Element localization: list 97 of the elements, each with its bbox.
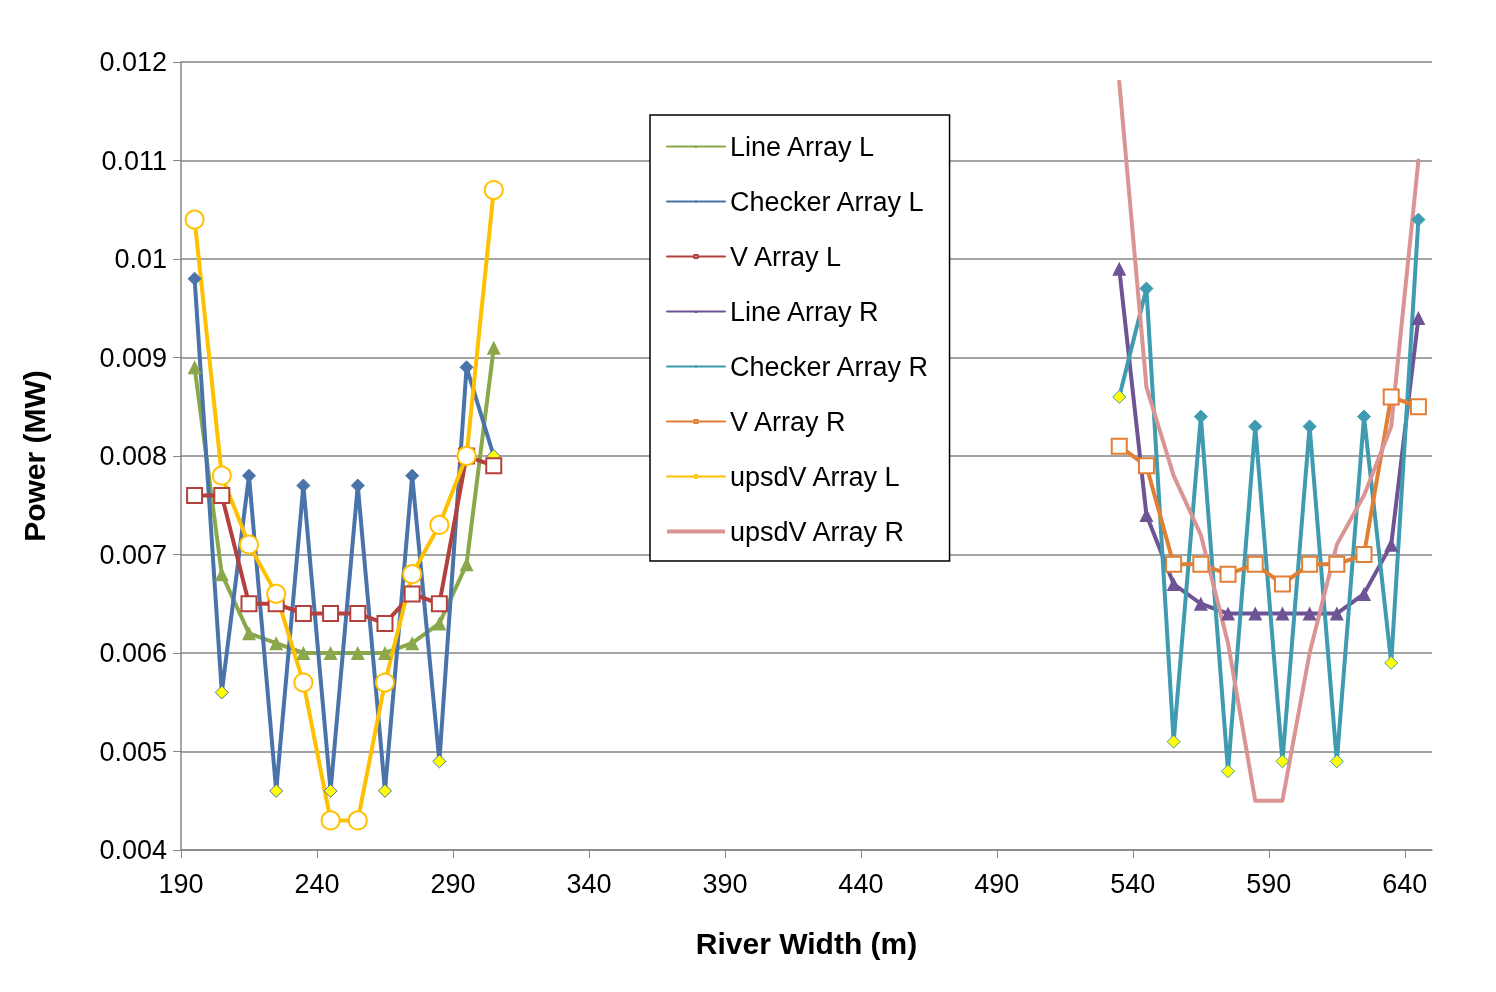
point: [296, 478, 311, 493]
point: [1219, 565, 1237, 583]
line-series: [1117, 79, 1421, 803]
legend-label: V Array R: [730, 406, 846, 437]
point: [1137, 457, 1155, 475]
point: [1328, 555, 1346, 573]
point: [1221, 606, 1236, 621]
y-tick-label: 0.007: [99, 539, 167, 570]
y-tick-label: 0.004: [99, 835, 167, 865]
point: [293, 672, 314, 693]
point: [429, 514, 450, 535]
point: [186, 486, 204, 504]
point: [1139, 508, 1154, 523]
x-tick-label: 590: [1246, 868, 1292, 899]
point: [1192, 555, 1210, 573]
y-tick-label: 0.012: [99, 47, 167, 77]
point: [1246, 555, 1264, 573]
x-tick-label: 540: [1110, 868, 1156, 899]
point: [1357, 586, 1372, 601]
point: [294, 605, 312, 623]
point: [241, 626, 256, 641]
point: [1411, 212, 1426, 227]
x-tick-label: 290: [430, 868, 476, 899]
point: [483, 180, 504, 201]
point: [1302, 606, 1317, 621]
x-tick-label: 640: [1382, 868, 1428, 899]
y-axis-title: Power (MW): [17, 370, 51, 542]
point: [1357, 409, 1372, 424]
point: [1248, 419, 1263, 434]
point: [1411, 311, 1426, 326]
point: [405, 636, 420, 651]
point: [350, 646, 365, 660]
point: [1166, 577, 1181, 592]
point: [1329, 606, 1344, 621]
y-tick-label: 0.011: [101, 145, 167, 176]
y-tick-label: 0.009: [99, 342, 167, 373]
point: [323, 646, 338, 660]
point: [1112, 261, 1127, 276]
point: [296, 646, 311, 660]
legend-label: upsdV Array L: [730, 461, 900, 492]
x-tick-label: 340: [566, 868, 612, 899]
point: [374, 672, 395, 693]
point: [486, 340, 501, 355]
point: [241, 468, 256, 483]
point: [1302, 419, 1317, 434]
point: [266, 583, 287, 604]
point: [1193, 596, 1208, 611]
legend-label: Checker Array L: [730, 186, 924, 217]
point: [350, 478, 365, 493]
y-tick-label: 0.008: [99, 441, 167, 471]
point: [1273, 575, 1291, 593]
point: [459, 360, 474, 375]
point: [402, 564, 423, 585]
point: [1248, 606, 1263, 621]
y-tick-label: 0.006: [99, 638, 167, 668]
point: [213, 486, 231, 504]
point: [1409, 398, 1427, 416]
point: [403, 585, 421, 603]
legend-label: upsdV Array R: [730, 516, 905, 547]
point: [405, 468, 420, 483]
point: [1165, 555, 1183, 573]
legend-label: V Array L: [730, 241, 842, 272]
point: [269, 636, 284, 651]
point: [459, 557, 474, 572]
point: [322, 605, 340, 623]
y-tick-label: 0.01: [114, 244, 167, 274]
point: [349, 605, 367, 623]
point: [320, 810, 341, 831]
legend-label: Checker Array R: [730, 351, 929, 382]
point: [1193, 409, 1208, 424]
point: [1355, 546, 1373, 563]
point: [211, 465, 232, 486]
legend-label: Line Array R: [730, 296, 879, 327]
point: [377, 646, 392, 660]
x-tick-label: 490: [974, 868, 1020, 899]
x-tick-label: 390: [702, 868, 748, 899]
point: [1139, 281, 1154, 296]
point: [1110, 437, 1128, 455]
point: [239, 534, 259, 555]
point: [184, 209, 205, 230]
x-tick-label: 190: [158, 868, 204, 899]
point: [187, 271, 202, 286]
point: [1301, 555, 1319, 573]
point: [376, 614, 394, 632]
point: [485, 457, 503, 475]
point: [1275, 606, 1290, 621]
point: [187, 360, 202, 375]
point: [430, 595, 448, 613]
legend-label: Line Array L: [730, 131, 875, 162]
x-tick-label: 440: [838, 868, 884, 899]
point: [240, 595, 258, 613]
point: [1382, 388, 1400, 406]
x-tick-label: 240: [294, 868, 340, 899]
point: [432, 616, 447, 631]
y-tick-label: 0.005: [99, 736, 167, 767]
x-axis-title: River Width (m): [695, 926, 918, 960]
point: [347, 810, 368, 831]
